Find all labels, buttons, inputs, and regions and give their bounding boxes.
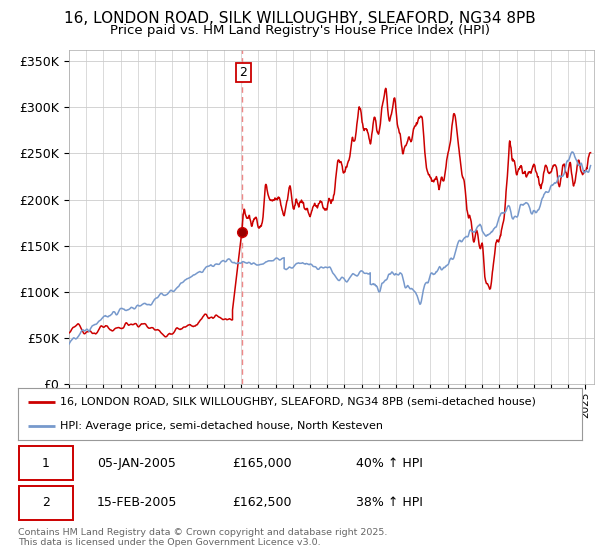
Text: £162,500: £162,500 (232, 496, 292, 510)
Text: £165,000: £165,000 (232, 456, 292, 470)
Text: 15-FEB-2005: 15-FEB-2005 (97, 496, 178, 510)
Text: 05-JAN-2005: 05-JAN-2005 (97, 456, 176, 470)
Text: HPI: Average price, semi-detached house, North Kesteven: HPI: Average price, semi-detached house,… (60, 421, 383, 431)
FancyBboxPatch shape (19, 446, 73, 480)
FancyBboxPatch shape (19, 486, 73, 520)
Text: 38% ↑ HPI: 38% ↑ HPI (356, 496, 423, 510)
Text: 1: 1 (41, 456, 50, 470)
Text: Price paid vs. HM Land Registry's House Price Index (HPI): Price paid vs. HM Land Registry's House … (110, 24, 490, 36)
Text: 16, LONDON ROAD, SILK WILLOUGHBY, SLEAFORD, NG34 8PB (semi-detached house): 16, LONDON ROAD, SILK WILLOUGHBY, SLEAFO… (60, 397, 536, 407)
Text: 16, LONDON ROAD, SILK WILLOUGHBY, SLEAFORD, NG34 8PB: 16, LONDON ROAD, SILK WILLOUGHBY, SLEAFO… (64, 11, 536, 26)
Text: 2: 2 (41, 496, 50, 510)
Text: 40% ↑ HPI: 40% ↑ HPI (356, 456, 423, 470)
Text: Contains HM Land Registry data © Crown copyright and database right 2025.
This d: Contains HM Land Registry data © Crown c… (18, 528, 388, 547)
Text: 2: 2 (239, 66, 247, 79)
